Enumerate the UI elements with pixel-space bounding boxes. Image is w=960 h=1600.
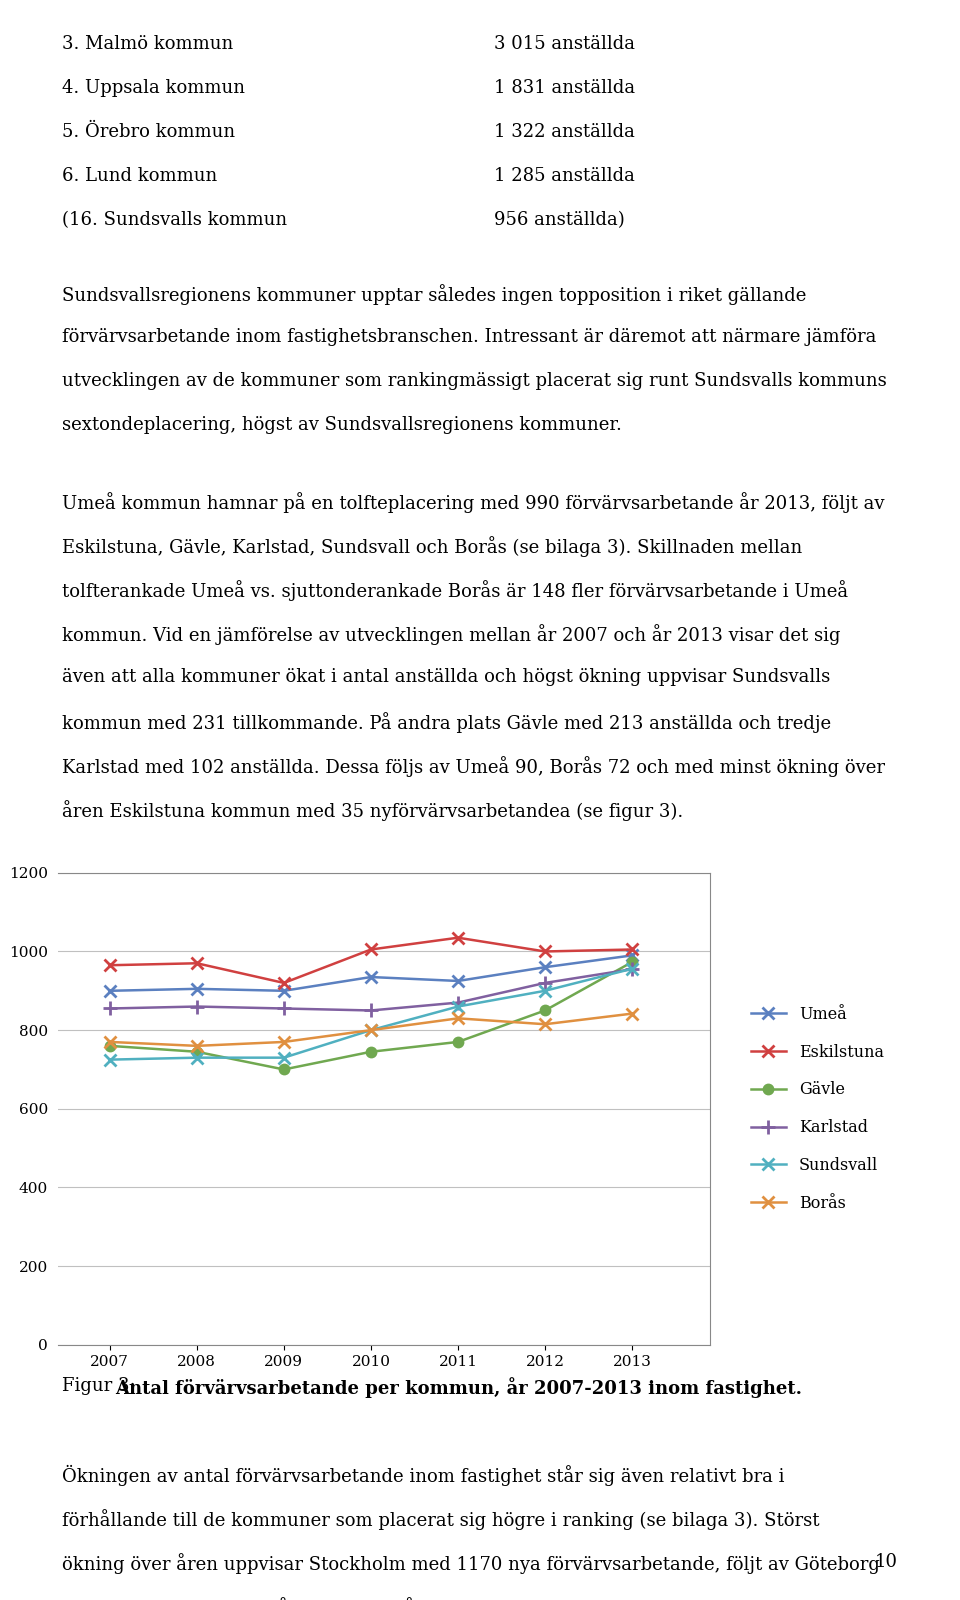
Text: 3. Malmö kommun: 3. Malmö kommun [62,35,233,53]
Text: 6. Lund kommun: 6. Lund kommun [62,166,218,186]
Text: Figur 3:: Figur 3: [62,1376,142,1395]
Text: (16. Sundsvalls kommun: (16. Sundsvalls kommun [62,211,288,229]
Text: 1 831 anställda: 1 831 anställda [494,78,636,98]
Text: utvecklingen av de kommuner som rankingmässigt placerat sig runt Sundsvalls komm: utvecklingen av de kommuner som rankingm… [62,371,887,390]
Text: 956 anställda): 956 anställda) [494,211,625,229]
Text: 1 322 anställda: 1 322 anställda [494,123,636,141]
Text: ökning över åren uppvisar Stockholm med 1170 nya förvärvsarbetande, följt av Göt: ökning över åren uppvisar Stockholm med … [62,1552,880,1574]
Text: förvärvsarbetande inom fastighetsbranschen. Intressant är däremot att närmare jä: förvärvsarbetande inom fastighetsbransch… [62,328,876,346]
Text: förhållande till de kommuner som placerat sig högre i ranking (se bilaga 3). Stö: förhållande till de kommuner som placera… [62,1509,820,1530]
Text: Ökningen av antal förvärvsarbetande inom fastighet står sig även relativt bra i: Ökningen av antal förvärvsarbetande inom… [62,1464,785,1486]
Text: 5. Örebro kommun: 5. Örebro kommun [62,123,235,141]
Text: Karlstad med 102 anställda. Dessa följs av Umeå 90, Borås 72 och med minst öknin: Karlstad med 102 anställda. Dessa följs … [62,755,885,778]
Legend: Umeå, Eskilstuna, Gävle, Karlstad, Sundsvall, Borås: Umeå, Eskilstuna, Gävle, Karlstad, Sunds… [745,1000,890,1218]
Text: Sundsvallsregionens kommuner upptar således ingen topposition i riket gällande: Sundsvallsregionens kommuner upptar såle… [62,283,806,306]
Text: Antal förvärvsarbetande per kommun, år 2007-2013 inom fastighet.: Antal förvärvsarbetande per kommun, år 2… [115,1376,803,1398]
Text: 3 015 anställda: 3 015 anställda [494,35,636,53]
Text: kommun med 231 tillkommande. På andra plats Gävle med 213 anställda och tredje: kommun med 231 tillkommande. På andra pl… [62,712,831,733]
Text: sextondeplacering, högst av Sundsvallsregionens kommuner.: sextondeplacering, högst av Sundsvallsre… [62,416,622,434]
Text: Eskilstuna, Gävle, Karlstad, Sundsvall och Borås (se bilaga 3). Skillnaden mella: Eskilstuna, Gävle, Karlstad, Sundsvall o… [62,536,803,557]
Text: åren Eskilstuna kommun med 35 nyförvärvsarbetandea (se figur 3).: åren Eskilstuna kommun med 35 nyförvärvs… [62,800,684,821]
Text: Umeå kommun hamnar på en tolfteplacering med 990 förvärvsarbetande år 2013, följ: Umeå kommun hamnar på en tolfteplacering… [62,491,885,514]
Text: tolfterankade Umeå vs. sjuttonderankade Borås är 148 fler förvärvsarbetande i Um: tolfterankade Umeå vs. sjuttonderankade … [62,579,849,602]
Text: 4. Uppsala kommun: 4. Uppsala kommun [62,78,246,98]
Text: kommun. Vid en jämförelse av utvecklingen mellan år 2007 och år 2013 visar det s: kommun. Vid en jämförelse av utvecklinge… [62,624,841,645]
Text: 10: 10 [875,1554,898,1571]
Text: även att alla kommuner ökat i antal anställda och högst ökning uppvisar Sundsval: även att alla kommuner ökat i antal anst… [62,667,830,686]
Text: 876 och Uppsala 342. På fjärde plats återfinns Sundsvalls kommun med: 876 och Uppsala 342. På fjärde plats åte… [62,1597,721,1600]
Text: 1 285 anställda: 1 285 anställda [494,166,636,186]
